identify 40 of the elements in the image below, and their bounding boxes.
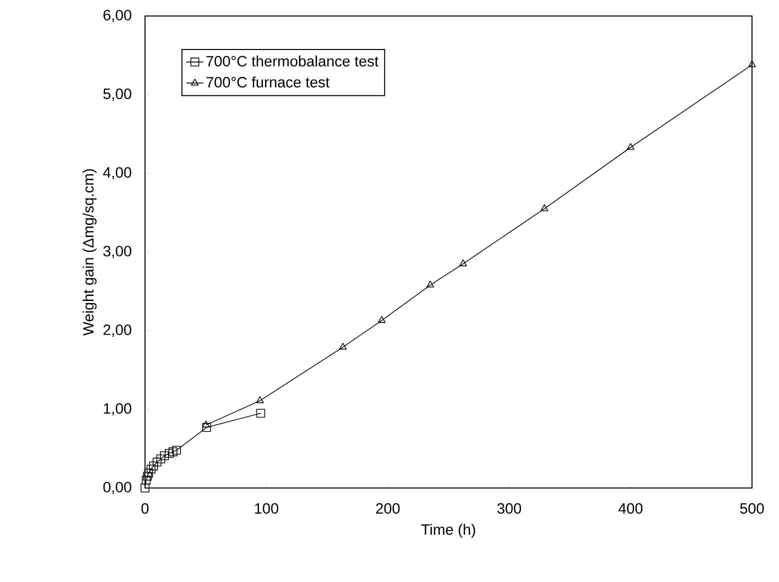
- y-tick-label: 1,00: [104, 403, 132, 416]
- point: [156, 454, 166, 464]
- point: [164, 449, 174, 458]
- legend-label: 700°C thermobalance test: [206, 56, 379, 66]
- x-tick-label: 100: [255, 503, 278, 514]
- legend-label: 700°C furnace test: [206, 76, 330, 88]
- y-axis-title: Weight gain (Δmg/sq.cm): [82, 169, 97, 336]
- point: [160, 451, 169, 460]
- point: [149, 462, 158, 470]
- x-tick-label: 0: [141, 503, 149, 514]
- point: [172, 446, 181, 455]
- point: [143, 472, 152, 481]
- point: [152, 458, 162, 466]
- point: [202, 423, 212, 432]
- point: [339, 342, 347, 350]
- point: [146, 464, 156, 474]
- point: [168, 447, 178, 456]
- y-tick-label: 6,00: [104, 10, 132, 22]
- y-tick-label: 0,00: [103, 482, 132, 494]
- y-tick-label: 4,00: [103, 167, 132, 180]
- x-tick-label: 300: [497, 503, 522, 514]
- point: [459, 259, 467, 266]
- x-tick-label: 200: [376, 503, 400, 514]
- x-tick-label: 400: [618, 503, 642, 514]
- point: [256, 396, 264, 404]
- point: [626, 142, 634, 150]
- x-tick-label: 500: [740, 503, 764, 514]
- point: [142, 476, 151, 485]
- point: [748, 60, 756, 68]
- point: [378, 316, 386, 323]
- point: [426, 280, 434, 288]
- y-tick-label: 3,00: [103, 246, 132, 258]
- point: [144, 468, 154, 478]
- point: [256, 408, 266, 418]
- y-tick-label: 5,00: [103, 88, 132, 101]
- point: [140, 484, 150, 492]
- point: [202, 420, 210, 428]
- point: [540, 204, 548, 212]
- x-axis-title: Time (h): [421, 524, 476, 538]
- y-tick-label: 2,00: [104, 324, 132, 337]
